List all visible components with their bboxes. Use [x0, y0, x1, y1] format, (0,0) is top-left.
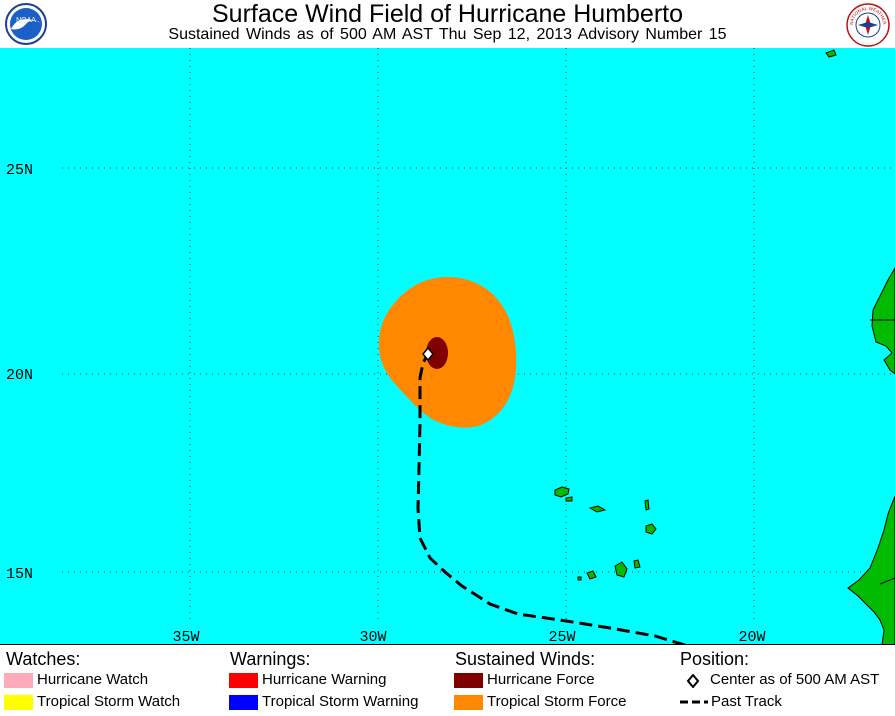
lat-label-25n: 25N [6, 162, 33, 179]
island-santo-antao [554, 486, 570, 498]
island-fogo [586, 570, 597, 580]
island-boa-vista [645, 523, 657, 535]
header: NOAA Surface Wind Field of Hurricane Hum… [0, 0, 895, 48]
tropical-storm-force-swatch [454, 695, 483, 710]
senegal-coast [847, 495, 895, 645]
past-track-line [416, 353, 686, 645]
coast-fragment [825, 49, 837, 58]
legend-winds-heading: Sustained Winds: [455, 649, 596, 669]
lon-label-35w: 35W [172, 629, 199, 645]
legend: Watches: Hurricane Watch Tropical Storm … [0, 645, 895, 716]
tropical-storm-warning-swatch [229, 695, 258, 710]
hurricane-warning-label: Hurricane Warning [262, 671, 387, 688]
island-brava [577, 576, 582, 581]
noaa-logo: NOAA [5, 3, 47, 45]
mauritania-coast [871, 267, 895, 375]
cape-verde-islands [554, 49, 837, 581]
hurricane-watch-label: Hurricane Watch [37, 671, 149, 688]
island-sao-nicolau [588, 505, 607, 513]
lon-label-25w: 25W [548, 629, 575, 645]
page-subtitle: Sustained Winds as of 500 AM AST Thu Sep… [168, 26, 727, 43]
noaa-logo-text: NOAA [16, 17, 36, 24]
page-title: Surface Wind Field of Hurricane Humberto [211, 0, 684, 28]
tropical-storm-warning-label: Tropical Storm Warning [262, 693, 419, 710]
hurricane-watch-swatch [4, 673, 33, 688]
nws-logo: NATIONAL WEATHER SERVICE [845, 3, 890, 47]
tropical-storm-watch-label: Tropical Storm Watch [37, 693, 181, 710]
dashed-line-icon [680, 700, 708, 704]
hurricane-force-label: Hurricane Force [487, 671, 595, 688]
island-maio [633, 559, 641, 569]
island-sal [644, 499, 650, 511]
african-coast [847, 267, 895, 645]
storm-center-diamond-icon [422, 346, 434, 362]
diamond-icon [686, 674, 700, 688]
hurricane-warning-swatch [229, 673, 258, 688]
lat-label-20n: 20N [6, 367, 33, 384]
past-track-label: Past Track [711, 693, 782, 710]
legend-watches-heading: Watches: [6, 649, 81, 669]
center-position-label: Center as of 500 AM AST [710, 671, 880, 688]
island-sao-vicente [565, 496, 573, 502]
tropical-storm-watch-swatch [4, 695, 33, 710]
wind-field-map: 25N 20N 15N 35W 30W 25W 20W [0, 48, 895, 645]
hurricane-force-wind-field [426, 337, 448, 369]
island-santiago [614, 561, 628, 578]
graticule [62, 48, 895, 623]
hurricane-force-swatch [454, 673, 483, 688]
lon-label-20w: 20W [738, 629, 765, 645]
lat-label-15n: 15N [6, 566, 33, 583]
lon-label-30w: 30W [359, 629, 386, 645]
tropical-storm-force-label: Tropical Storm Force [487, 693, 627, 710]
legend-position-heading: Position: [680, 649, 750, 669]
legend-warnings-heading: Warnings: [230, 649, 311, 669]
